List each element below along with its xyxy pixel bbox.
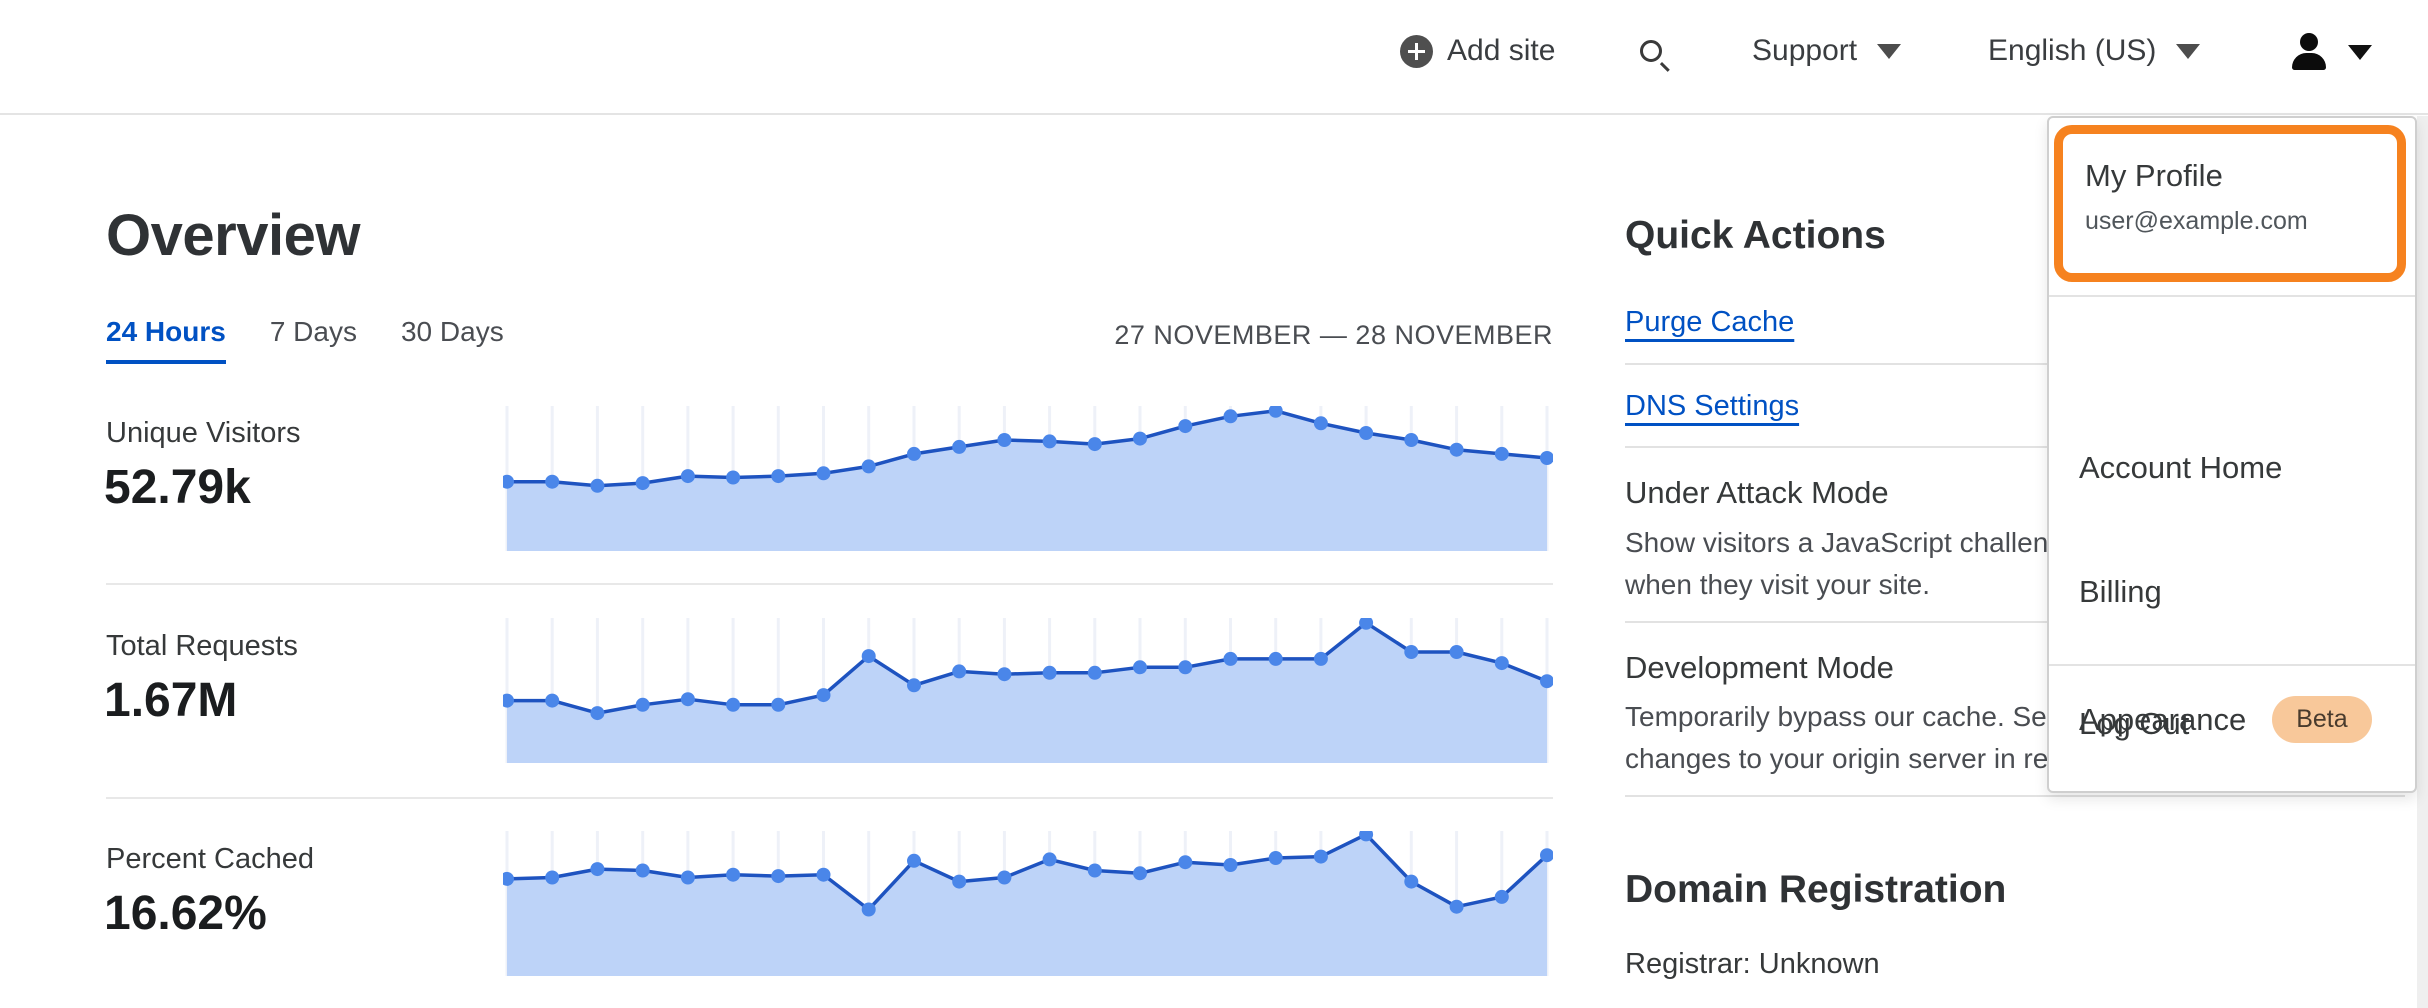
under-attack-mode-description-line1: Show visitors a JavaScript challenge xyxy=(1625,527,2080,558)
beta-badge: Beta xyxy=(2272,696,2372,743)
chevron-down-icon xyxy=(1877,43,1902,59)
total-requests-chart xyxy=(503,618,1553,763)
under-attack-mode-title: Under Attack Mode xyxy=(1625,475,1889,510)
user-email: user@example.com xyxy=(2085,207,2308,235)
language-label: English (US) xyxy=(1988,34,2157,67)
divider xyxy=(2049,295,2415,297)
menu-item-label: Billing xyxy=(2079,574,2162,609)
purge-cache-link[interactable]: Purge Cache xyxy=(1625,306,1795,338)
menu-item-logout[interactable]: Log Out xyxy=(2079,706,2189,742)
plus-circle-icon xyxy=(1400,34,1433,68)
divider xyxy=(2049,664,2415,666)
metric-label-unique-visitors: Unique Visitors xyxy=(106,417,301,449)
menu-item-account-home[interactable]: Account Home xyxy=(2079,450,2282,486)
divider xyxy=(1625,363,2405,365)
tab-30-days[interactable]: 30 Days xyxy=(400,316,504,347)
dns-settings-link[interactable]: DNS Settings xyxy=(1625,390,1800,422)
date-range-label: 27 NOVEMBER — 28 NOVEMBER xyxy=(1114,320,1553,350)
metric-label-percent-cached: Percent Cached xyxy=(106,843,314,875)
percent-cached-chart xyxy=(503,831,1553,976)
my-profile-menu-item[interactable]: My Profile user@example.com xyxy=(2054,125,2406,282)
my-profile-label: My Profile xyxy=(2085,158,2223,193)
quick-actions-title: Quick Actions xyxy=(1625,214,1886,257)
add-site-label: Add site xyxy=(1447,34,1556,67)
chevron-down-icon xyxy=(2348,44,2372,60)
development-mode-description-line1: Temporarily bypass our cache. See xyxy=(1625,701,2063,732)
account-dropdown-menu: My Profile user@example.com Account Home… xyxy=(2047,116,2417,793)
domain-registration-title: Domain Registration xyxy=(1625,868,2007,911)
under-attack-mode-description-line2: when they visit your site. xyxy=(1625,569,1931,600)
metric-value-total-requests: 1.67M xyxy=(104,674,238,727)
divider xyxy=(1625,621,2405,623)
menu-item-label: Account Home xyxy=(2079,450,2283,485)
divider xyxy=(1625,795,2405,797)
support-label: Support xyxy=(1752,34,1858,67)
registrar-value: Registrar: Unknown xyxy=(1625,948,1880,980)
time-range-tabs: 24 Hours 7 Days 30 Days xyxy=(106,316,504,364)
divider xyxy=(1625,446,2405,448)
support-menu[interactable]: Support xyxy=(1752,34,1902,68)
divider xyxy=(106,797,1553,799)
tab-7-days[interactable]: 7 Days xyxy=(269,316,357,347)
search-button[interactable] xyxy=(1638,38,1672,72)
metric-value-percent-cached: 16.62% xyxy=(104,887,267,940)
development-mode-title: Development Mode xyxy=(1625,650,1894,685)
menu-item-appearance[interactable]: Appearance Beta xyxy=(2079,696,2372,743)
menu-item-label: Appearance xyxy=(2079,701,2247,737)
page-scroll-gutter xyxy=(2417,116,2428,1008)
account-menu-button[interactable] xyxy=(2290,33,2372,71)
menu-item-label: Log Out xyxy=(2079,706,2190,741)
menu-item-billing[interactable]: Billing xyxy=(2079,574,2162,610)
unique-visitors-chart xyxy=(503,406,1553,551)
language-menu[interactable]: English (US) xyxy=(1988,34,2201,68)
metric-value-unique-visitors: 52.79k xyxy=(104,461,251,514)
top-navigation-bar: Add site Support English (US) xyxy=(0,0,2428,115)
search-icon xyxy=(1638,38,1672,72)
chevron-down-icon xyxy=(2176,43,2201,59)
metric-label-total-requests: Total Requests xyxy=(106,630,298,662)
add-site-button[interactable]: Add site xyxy=(1400,34,1555,68)
user-icon xyxy=(2290,33,2328,71)
page-title: Overview xyxy=(106,203,360,268)
tab-24-hours[interactable]: 24 Hours xyxy=(106,316,226,364)
divider xyxy=(106,583,1553,585)
